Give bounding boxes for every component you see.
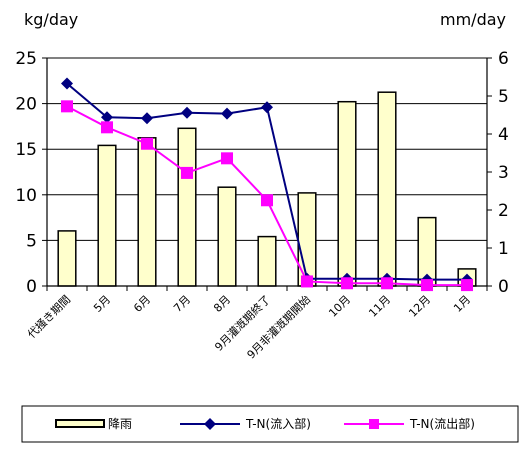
axes: [42, 57, 492, 291]
legend-marker-outflow: [369, 419, 379, 429]
rainfall-bar: [217, 186, 237, 287]
inflow-point: [181, 106, 193, 119]
rainfall-bar: [57, 230, 77, 287]
legend-label-inflow: T-N(流入部): [245, 416, 311, 431]
left-tick-label: 10: [15, 186, 37, 206]
right-tick-label: 3: [498, 163, 509, 183]
legend-marker-inflow: [204, 418, 216, 430]
right-tick-label: 6: [498, 49, 509, 69]
category-label: 10月: [326, 293, 353, 320]
outflow-point: [381, 277, 393, 290]
inflow-point: [221, 107, 233, 120]
inflow-point: [141, 112, 153, 125]
left-tick-label: 5: [26, 231, 37, 251]
rainfall-bar: [257, 235, 277, 287]
rainfall-bar: [97, 144, 117, 287]
right-tick-label: 4: [498, 125, 509, 145]
category-label: 5月: [91, 293, 113, 315]
line-series: [61, 77, 473, 292]
rainfall-bar: [297, 192, 317, 287]
rainfall-bar: [137, 137, 157, 287]
category-label: 1月: [451, 293, 473, 315]
outflow-point: [341, 277, 353, 290]
left-tick-label: 0: [26, 277, 37, 297]
inflow-point: [101, 111, 113, 124]
left-axis-unit: kg/day: [24, 10, 78, 29]
rainfall-bar: [377, 91, 397, 287]
right-tick-label: 2: [498, 201, 509, 221]
category-label: 7月: [171, 293, 193, 315]
category-label: 6月: [131, 293, 153, 315]
category-label: 11月: [366, 293, 393, 320]
right-tick-label: 1: [498, 239, 509, 259]
outflow-point: [301, 275, 313, 288]
category-label: 8月: [211, 293, 233, 315]
right-tick-label: 5: [498, 87, 509, 107]
outflow-point: [61, 100, 73, 113]
legend-swatch-rainfall: [55, 419, 105, 428]
tick-labels: 0 5 10 15 20 25 0 1 2 3 4 5 6: [15, 49, 508, 297]
left-tick-label: 15: [15, 140, 37, 160]
legend-label-rainfall: 降雨: [108, 417, 132, 431]
outflow-point: [421, 279, 433, 292]
outflow-point: [101, 121, 113, 134]
rainfall-bar: [337, 100, 357, 287]
legend-label-outflow: T-N(流出部): [409, 416, 475, 431]
category-label: 12月: [406, 293, 433, 320]
right-tick-label: 0: [498, 277, 509, 297]
category-label: 代掻き期間: [24, 292, 73, 341]
inflow-point: [261, 101, 273, 114]
outflow-point: [221, 152, 233, 165]
rainfall-bar: [177, 127, 197, 287]
outflow-point: [181, 166, 193, 179]
rainfall-bars: [57, 91, 477, 287]
inflow-point: [61, 77, 73, 90]
left-tick-label: 20: [15, 95, 37, 115]
outflow-point: [461, 279, 473, 292]
legend: 降雨 T-N(流入部) T-N(流出部): [21, 405, 519, 443]
outflow-point: [261, 194, 273, 207]
outflow-point: [141, 137, 153, 150]
right-axis-unit: mm/day: [440, 10, 506, 29]
left-tick-label: 25: [15, 49, 37, 69]
